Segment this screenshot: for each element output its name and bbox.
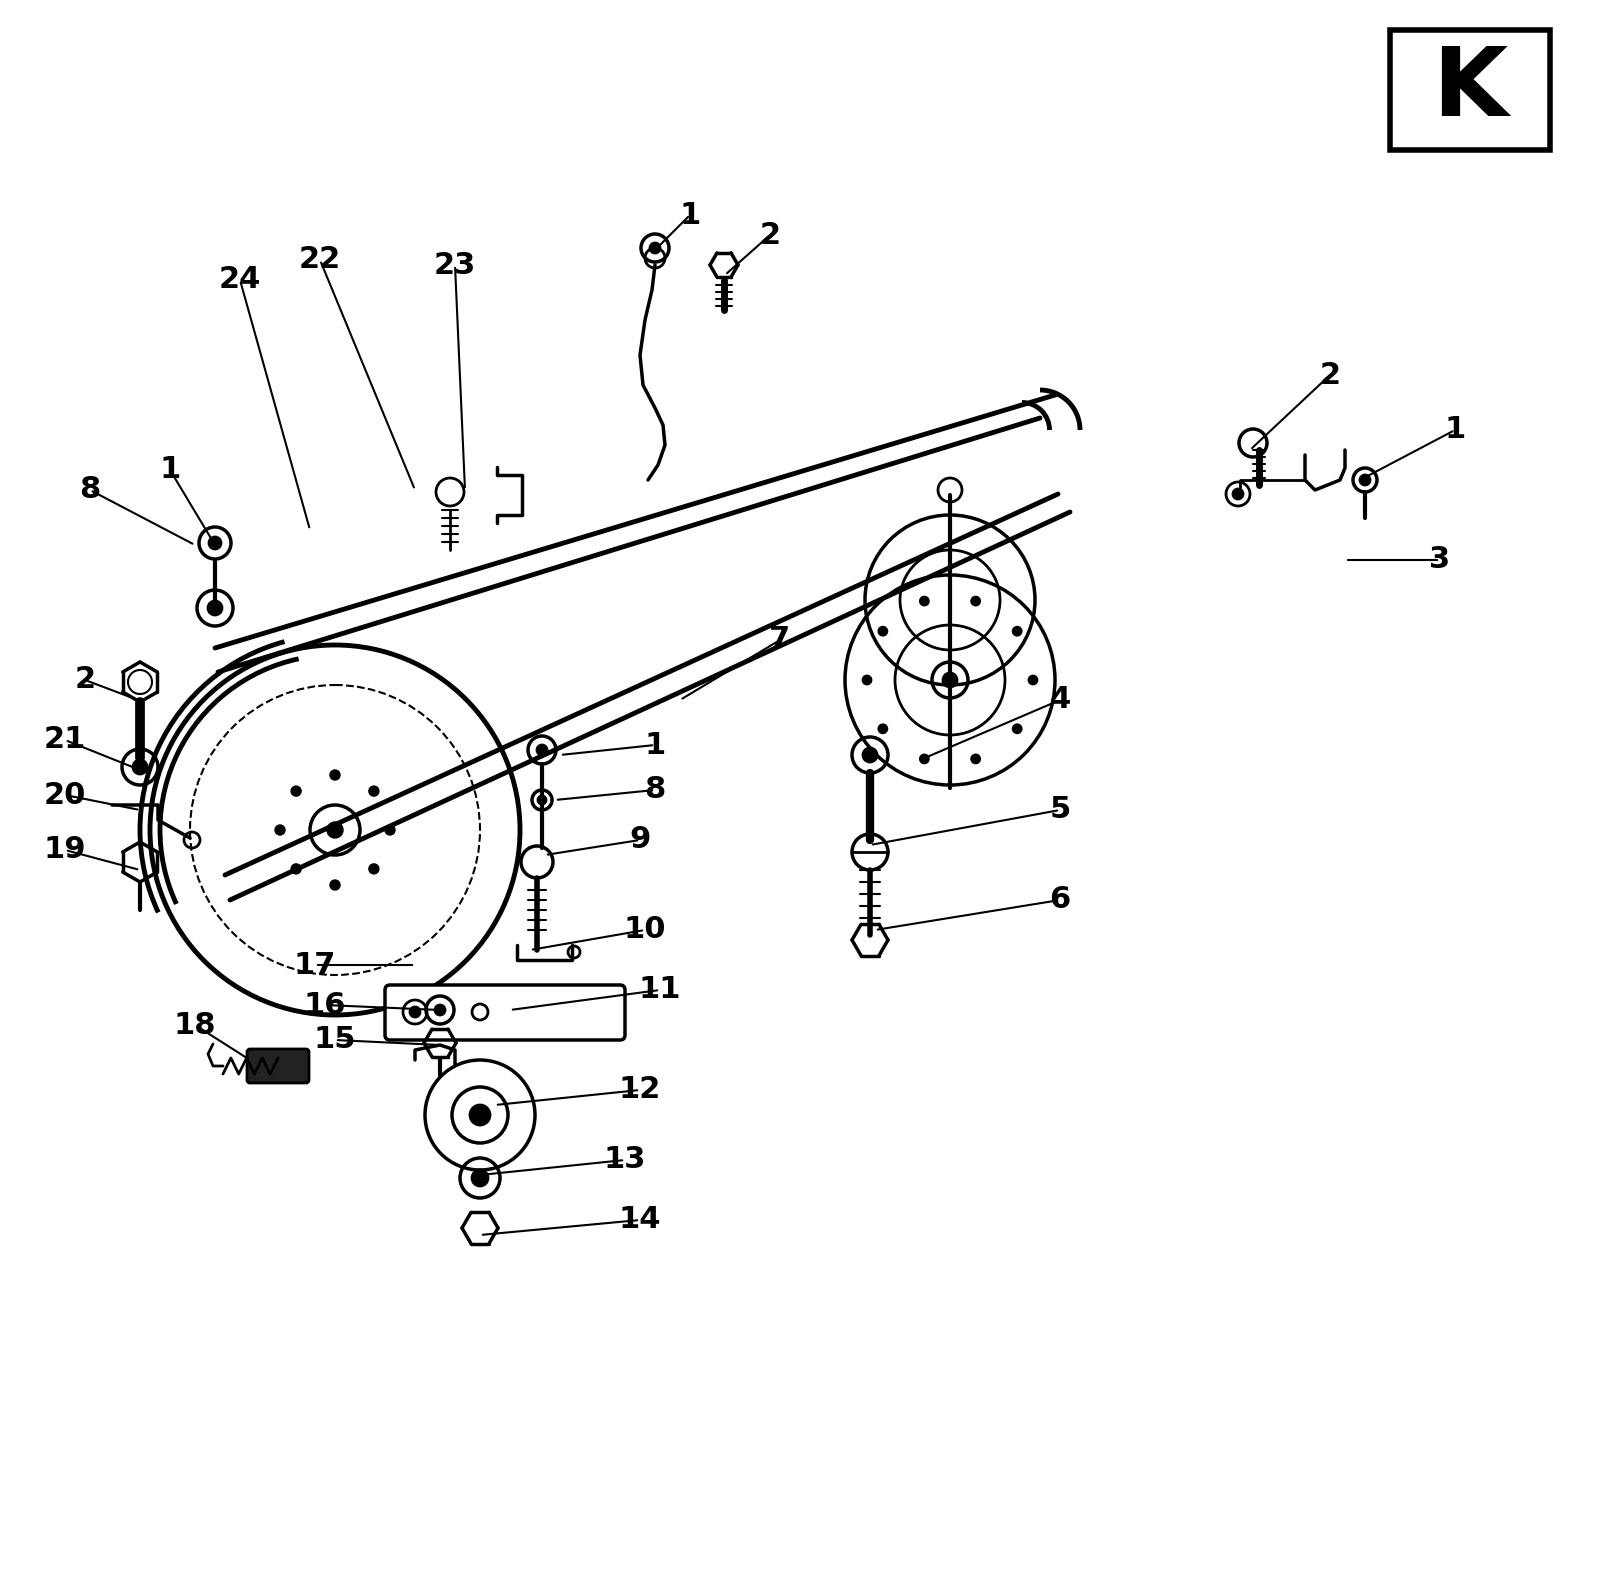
Circle shape [920,756,928,764]
Circle shape [1013,627,1021,635]
Circle shape [538,796,546,803]
Text: 2: 2 [75,665,96,695]
Circle shape [210,538,221,549]
Text: 2: 2 [1320,361,1341,390]
Text: 8: 8 [80,476,101,504]
Text: 7: 7 [770,625,790,654]
Circle shape [538,745,547,756]
Text: 2: 2 [760,221,781,250]
Text: 1: 1 [1445,415,1466,444]
Text: 18: 18 [174,1010,216,1039]
Circle shape [1234,488,1243,500]
Text: 1: 1 [645,730,666,759]
Text: 22: 22 [299,245,341,275]
Circle shape [1013,725,1021,733]
Text: 6: 6 [1050,886,1070,915]
Text: 17: 17 [294,950,336,980]
Circle shape [942,673,957,687]
Circle shape [971,756,979,764]
FancyBboxPatch shape [386,985,626,1041]
Text: 5: 5 [1050,796,1070,824]
Circle shape [370,864,379,873]
Text: 20: 20 [43,781,86,810]
Text: 3: 3 [1429,546,1451,574]
Circle shape [650,243,661,253]
Circle shape [291,786,301,796]
Text: 1: 1 [160,455,181,485]
Circle shape [862,676,870,684]
Circle shape [470,1106,490,1125]
Text: 9: 9 [629,826,651,854]
Circle shape [878,627,886,635]
Circle shape [410,1007,419,1017]
Circle shape [878,725,886,733]
Circle shape [291,864,301,873]
Text: 13: 13 [603,1146,646,1174]
Text: K: K [1432,43,1507,137]
Text: 4: 4 [1050,686,1070,714]
Circle shape [472,1169,488,1185]
Text: 23: 23 [434,250,477,280]
Circle shape [386,826,395,835]
Circle shape [133,760,147,773]
Text: 24: 24 [219,266,261,294]
Circle shape [330,880,339,889]
Circle shape [1360,476,1370,485]
Circle shape [330,770,339,780]
Text: 12: 12 [619,1076,661,1104]
FancyBboxPatch shape [246,1048,309,1083]
Text: 19: 19 [43,835,86,864]
Text: 14: 14 [619,1206,661,1235]
Text: 15: 15 [314,1026,357,1055]
Circle shape [920,597,928,605]
Text: 11: 11 [638,975,682,1004]
Circle shape [862,748,877,762]
Circle shape [435,1006,445,1015]
Circle shape [370,786,379,796]
Circle shape [971,597,979,605]
Circle shape [208,601,222,616]
Circle shape [275,826,285,835]
Bar [1390,30,1550,150]
Circle shape [326,823,342,838]
Text: 16: 16 [304,991,346,1020]
Text: 1: 1 [680,200,701,229]
Text: 10: 10 [624,915,666,945]
Text: 8: 8 [645,775,666,805]
Circle shape [1029,676,1037,684]
Text: 21: 21 [43,725,86,754]
